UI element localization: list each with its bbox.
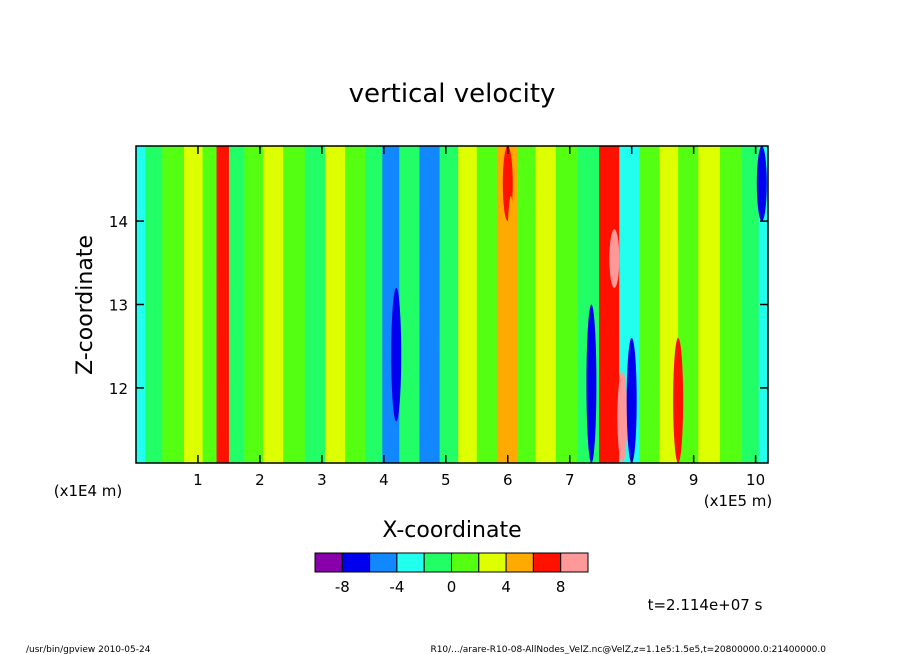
- chart-title: vertical velocity: [349, 79, 556, 109]
- x-tick-label: 8: [627, 471, 637, 489]
- x-tick-label: 7: [565, 471, 575, 489]
- colorbar-tick-label: 8: [556, 578, 566, 596]
- colorbar: [314, 552, 589, 573]
- heatmap-feature: [609, 229, 620, 288]
- heatmap-band: [458, 146, 478, 463]
- heatmap-band: [698, 146, 721, 463]
- y-tick-label: 13: [109, 297, 128, 315]
- heatmap-feature: [756, 146, 767, 222]
- plot-area: [136, 146, 768, 463]
- heatmap-feature: [391, 287, 402, 422]
- heatmap-band: [263, 146, 284, 463]
- heatmap-band: [244, 146, 264, 463]
- colorbar-tick-label: 4: [501, 578, 511, 596]
- colorbar-swatch: [369, 552, 398, 573]
- colorbar-swatch: [314, 552, 343, 573]
- heatmap-band: [476, 146, 498, 463]
- heatmap-band: [365, 146, 383, 463]
- colorbar-tick-label: 0: [447, 578, 457, 596]
- heatmap-band: [304, 146, 326, 463]
- y-axis-ticks: 12 13 14: [109, 213, 768, 398]
- x-tick-label: 10: [746, 471, 765, 489]
- x-tick-label: 6: [503, 471, 513, 489]
- heatmap-feature: [673, 337, 684, 463]
- heatmap-band: [439, 146, 459, 463]
- x-tick-label: 9: [689, 471, 699, 489]
- features-layer: [217, 146, 767, 463]
- heatmap-band: [535, 146, 557, 463]
- colorbar-swatch: [423, 552, 453, 573]
- colorbar-swatch: [451, 552, 480, 573]
- heatmap-feature: [505, 196, 516, 463]
- heatmap-band: [555, 146, 579, 463]
- heatmap-band: [228, 146, 246, 463]
- colorbar-swatch: [341, 552, 371, 573]
- heatmap-feature: [586, 304, 597, 463]
- heatmap-feature: [217, 254, 228, 463]
- heatmap-feature: [422, 146, 433, 447]
- heatmap-band: [741, 146, 760, 463]
- x-axis-scale-note: (x1E5 m): [704, 492, 773, 510]
- colorbar-swatch: [396, 552, 425, 573]
- footer-left: /usr/bin/gpview 2010-05-24: [26, 645, 151, 654]
- heatmap-band: [162, 146, 185, 463]
- heatmap-band: [345, 146, 366, 463]
- x-tick-label: 5: [441, 471, 451, 489]
- x-tick-label: 3: [317, 471, 327, 489]
- heatmap-band: [184, 146, 204, 463]
- heatmap-band: [283, 146, 306, 463]
- colorbar-tick-labels: -8 -4 0 4 8: [335, 578, 566, 596]
- heatmap-band: [145, 146, 163, 463]
- y-tick-label: 14: [109, 213, 128, 231]
- heatmap-band: [399, 146, 421, 463]
- colorbar-swatch: [532, 552, 562, 573]
- x-tick-label: 4: [379, 471, 389, 489]
- colorbar-swatch: [505, 552, 534, 573]
- time-label: t=2.114e+07 s: [648, 596, 763, 614]
- x-axis-label: X-coordinate: [382, 518, 521, 543]
- heatmap-band: [517, 146, 537, 463]
- y-axis-label: Z-coordinate: [73, 235, 98, 375]
- colorbar-swatch: [478, 552, 507, 573]
- colorbar-swatch: [560, 552, 589, 573]
- heatmap-feature: [605, 179, 615, 455]
- y-tick-label: 12: [109, 380, 128, 398]
- heatmap-feature: [626, 337, 637, 463]
- heatmap-band: [639, 146, 661, 463]
- x-tick-label: 1: [193, 471, 203, 489]
- colorbar-tick-label: -4: [389, 578, 404, 596]
- x-axis-ticks: 1 2 3 4 5 6 7 8 9 10: [193, 146, 765, 489]
- heatmap-band: [202, 146, 218, 463]
- heatmap-band: [324, 146, 346, 463]
- heatmap-feature: [617, 371, 628, 463]
- x-tick-label: 2: [255, 471, 265, 489]
- heatmap-band: [719, 146, 743, 463]
- colorbar-tick-label: -8: [335, 578, 350, 596]
- y-axis-scale-note: (x1E4 m): [54, 482, 123, 500]
- heatmap-band: [678, 146, 699, 463]
- footer-right: R10/.../arare-R10-08-AllNodes_VelZ.nc@Ve…: [430, 645, 826, 654]
